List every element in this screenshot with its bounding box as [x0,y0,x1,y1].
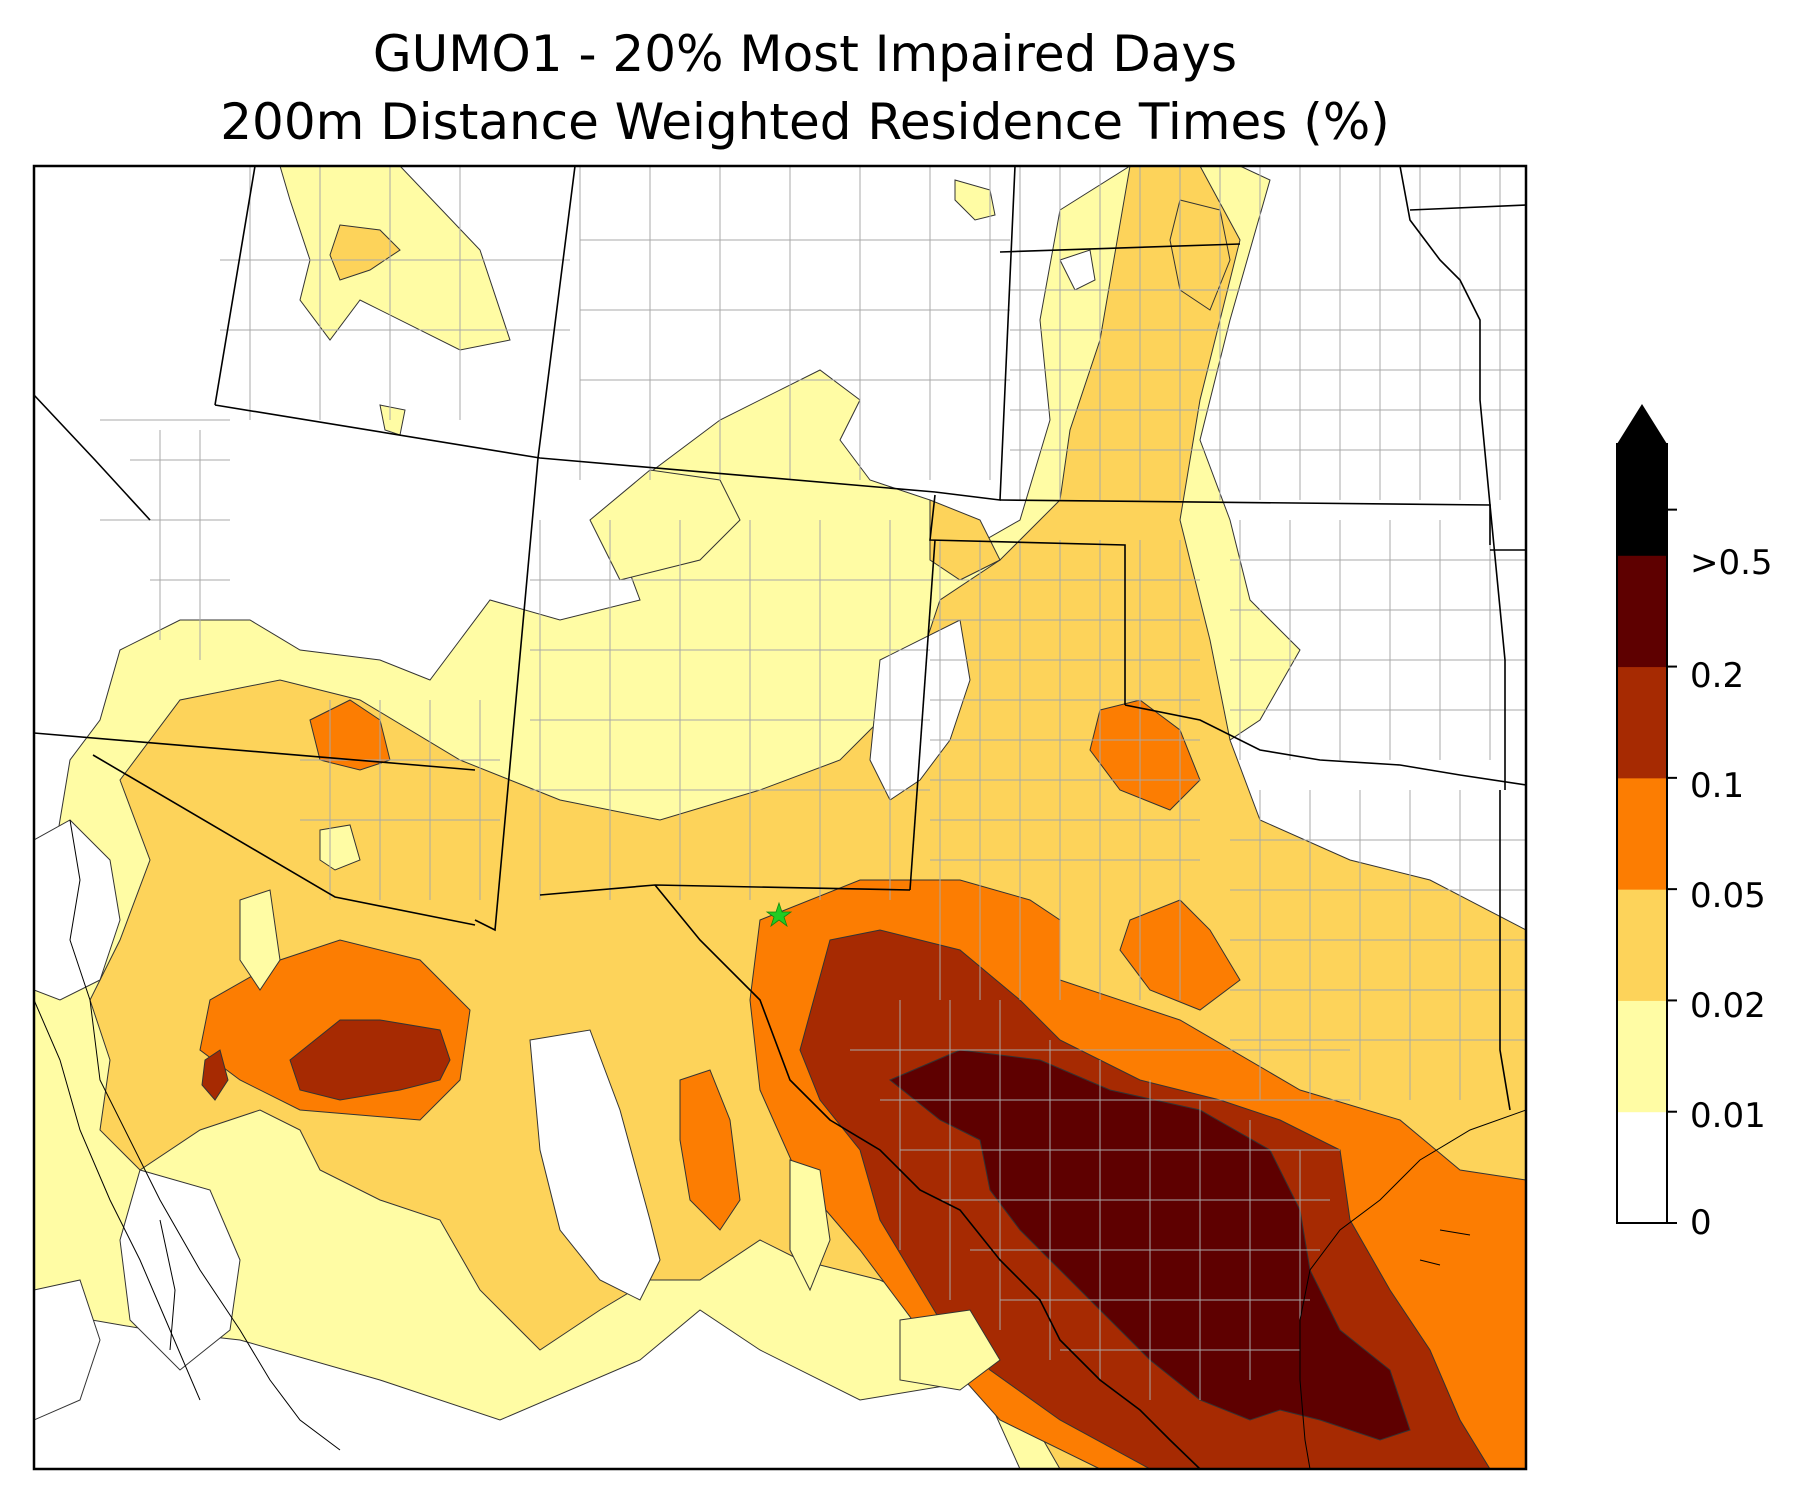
colorbar-band-6 [1617,444,1667,556]
colorbar-band-1 [1617,1000,1667,1113]
colorbar-band-3 [1617,777,1667,890]
county-boundaries [100,166,1526,1400]
map-title-line-2: 200m Distance Weighted Residence Times (… [220,93,1390,151]
colorbar-band-4 [1617,666,1667,779]
site-star-marker [765,901,793,928]
colorbar-label-0.02: 0.02 [1690,986,1766,1026]
colorbar-label-0.1: 0.1 [1690,766,1745,806]
coastline [34,819,1526,1469]
colorbar-band-5 [1617,555,1667,668]
colorbar-label-0.2: 0.2 [1690,656,1745,696]
colorbar-band-0 [1617,1111,1667,1224]
colorbar [1616,404,1677,1224]
colorbar-band-2 [1617,889,1667,1001]
contour-holes [34,249,1096,1421]
map-frame [32,164,1528,1471]
colorbar-label-0: 0 [1690,1203,1712,1243]
map-title-line-1: GUMO1 - 20% Most Impaired Days [372,25,1238,83]
colorbar-label-gt-0.5: >0.5 [1690,543,1773,583]
state-boundaries [34,166,1526,1469]
colorbar-extend-arrow [1617,404,1667,444]
colorbar-ticks [1667,508,1677,1224]
colorbar-bands [1617,444,1667,1224]
colorbar-frame [1616,443,1668,1224]
map-panel [34,166,1526,1469]
colorbar-label-0.01: 0.01 [1690,1096,1766,1136]
colorbar-label-0.05: 0.05 [1690,876,1766,916]
